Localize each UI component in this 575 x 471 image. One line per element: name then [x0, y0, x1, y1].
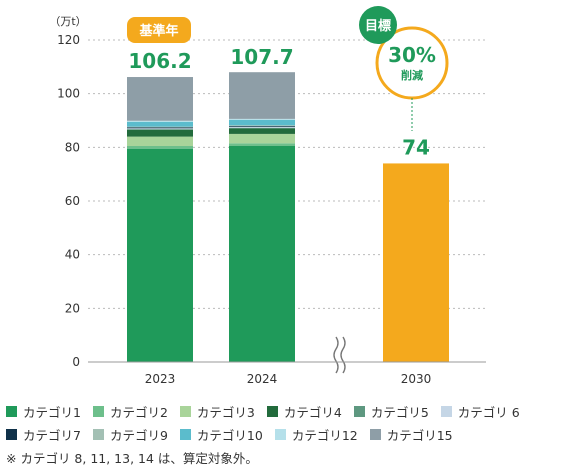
x-tick-label: 2030	[401, 372, 432, 386]
legend-swatch	[369, 429, 381, 440]
bar-segment	[229, 125, 295, 127]
legend-swatch	[92, 406, 104, 417]
legend-item: カテゴリ12	[274, 425, 358, 444]
legend-label: カテゴリ1	[23, 405, 81, 420]
legend-item: カテゴリ 6	[440, 402, 520, 421]
y-tick-label: 120	[57, 33, 80, 47]
bar-segment	[229, 127, 295, 129]
legend: カテゴリ1 カテゴリ2 カテゴリ3 カテゴリ4 カテゴリ5 カテゴリ 6 カテゴリ7 カテゴリ…	[6, 400, 571, 446]
legend-item: カテゴリ7	[6, 425, 81, 444]
legend-row: カテゴリ7 カテゴリ9 カテゴリ10 カテゴリ12 カテゴリ15	[6, 423, 571, 446]
bars	[127, 72, 449, 362]
bar-segment	[127, 127, 193, 129]
legend-item: カテゴリ2	[92, 402, 168, 421]
y-tick-label: 0	[72, 355, 80, 369]
legend-label: カテゴリ9	[109, 428, 168, 443]
legend-label: カテゴリ15	[386, 428, 453, 443]
reduction-percent: 30%	[388, 43, 436, 67]
legend-swatch	[92, 429, 104, 440]
legend-label: カテゴリ3	[196, 405, 255, 420]
footnote: ※ カテゴリ 8, 11, 13, 14 は、算定対象外。	[6, 451, 258, 466]
legend-label: カテゴリ7	[23, 428, 81, 443]
legend-label: カテゴリ5	[370, 405, 429, 420]
legend-swatch	[274, 429, 286, 440]
bar-segment	[229, 119, 295, 126]
baseline-badge: 基準年	[127, 17, 191, 43]
legend-item: カテゴリ4	[266, 402, 342, 421]
bar-segment	[127, 121, 193, 127]
bar-segment	[127, 129, 193, 137]
y-tick-label: 60	[65, 194, 80, 208]
bar-segment	[229, 145, 295, 362]
legend-swatch	[6, 429, 17, 440]
bar-segment	[127, 148, 193, 362]
legend-label: カテゴリ12	[291, 428, 358, 443]
bar-segment	[127, 136, 193, 146]
bar-segment	[229, 126, 295, 128]
target-callout: 目標 30% 削減	[359, 6, 449, 131]
bar-segment	[127, 128, 193, 130]
x-tick-label: 2023	[145, 372, 176, 386]
legend-label: カテゴリ10	[196, 428, 263, 443]
bar-segment	[229, 126, 295, 127]
legend-item: カテゴリ10	[179, 425, 263, 444]
legend-swatch	[6, 406, 17, 417]
total-label: 74	[402, 135, 430, 159]
bar-segment	[229, 128, 295, 134]
x-tick-labels: 2023 2024 2030	[145, 372, 432, 386]
legend-item: カテゴリ3	[179, 402, 255, 421]
bar-segment	[127, 77, 193, 121]
y-tick-labels: 0 20 40 60 80 100 120	[57, 33, 80, 369]
total-label: 106.2	[128, 49, 191, 73]
bar-segment	[127, 145, 193, 149]
bar-segment	[127, 120, 193, 122]
y-tick-label: 20	[65, 301, 80, 315]
legend-item: カテゴリ1	[6, 402, 81, 421]
y-tick-label: 100	[57, 87, 80, 101]
y-tick-label: 40	[65, 248, 80, 262]
total-labels: 106.2 107.7 74	[128, 45, 430, 159]
legend-swatch	[179, 406, 191, 417]
y-tick-label: 80	[65, 140, 80, 154]
bar-segment	[127, 129, 193, 130]
target-badge-label: 目標	[365, 18, 391, 34]
legend-item: カテゴリ5	[353, 402, 429, 421]
bar-segment	[383, 163, 449, 362]
legend-row: カテゴリ1 カテゴリ2 カテゴリ3 カテゴリ4 カテゴリ5 カテゴリ 6	[6, 400, 571, 423]
axis-break-icon	[333, 336, 346, 374]
target-badge-bg	[359, 6, 397, 44]
baseline-badge-bg	[127, 17, 191, 43]
y-axis-unit-label: （万t）	[49, 15, 86, 28]
baseline-badge-label: 基準年	[138, 23, 178, 39]
legend-label: カテゴリ4	[283, 405, 342, 420]
legend-swatch	[440, 406, 452, 417]
bar-segment	[229, 72, 295, 119]
legend-label: カテゴリ2	[109, 405, 168, 420]
total-label: 107.7	[230, 45, 293, 69]
legend-swatch	[266, 406, 278, 417]
legend-label: カテゴリ 6	[457, 405, 520, 420]
bar-segment	[127, 126, 193, 128]
legend-item: カテゴリ15	[369, 425, 453, 444]
x-tick-label: 2024	[247, 372, 278, 386]
reduction-label: 削減	[401, 68, 423, 82]
legend-swatch	[179, 429, 191, 440]
bar-segment	[229, 133, 295, 144]
legend-item: カテゴリ9	[92, 425, 168, 444]
bar-segment	[229, 118, 295, 120]
bar-segment	[229, 143, 295, 146]
legend-swatch	[353, 406, 365, 417]
